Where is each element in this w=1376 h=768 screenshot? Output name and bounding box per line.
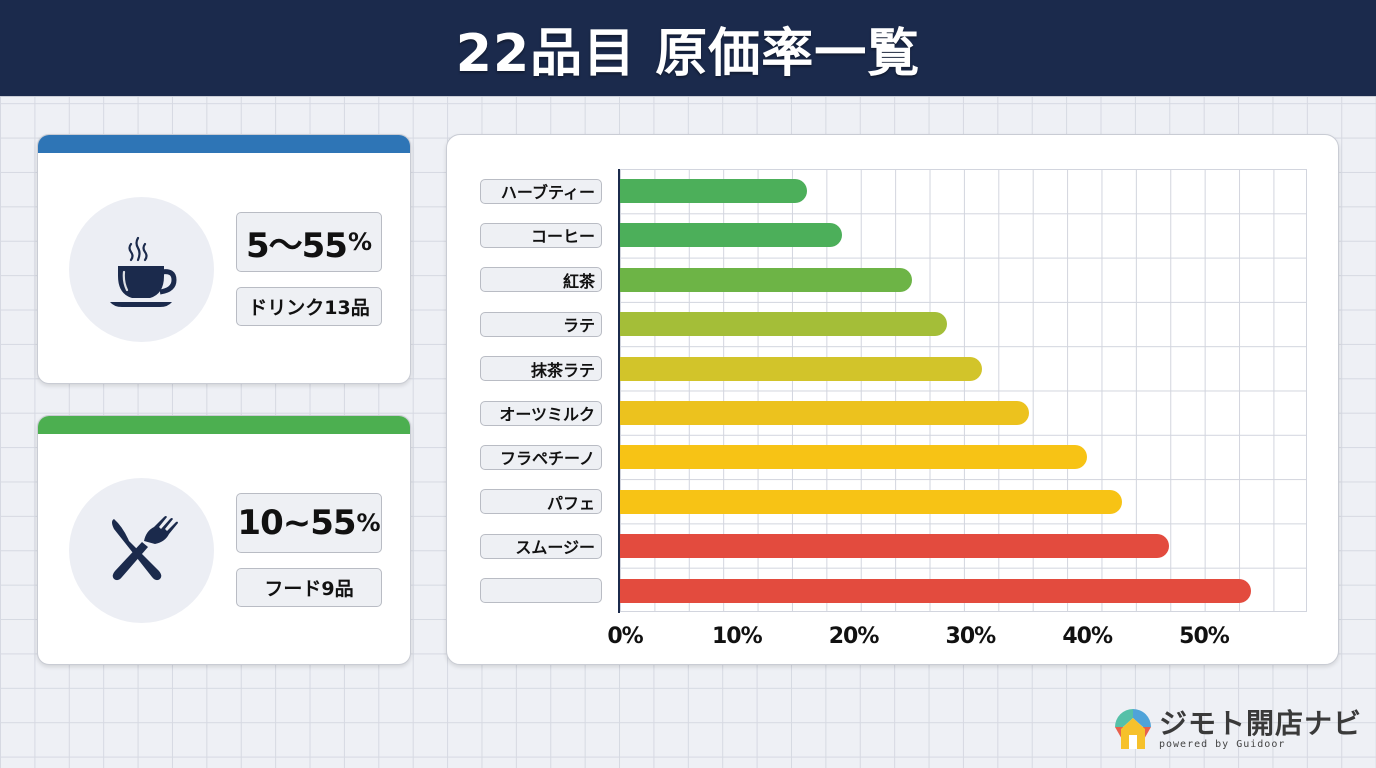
brand-logo: ジモト開店ナビ powered by Guidoor (1113, 705, 1362, 755)
brand-name: ジモト開店ナビ (1159, 707, 1363, 740)
category-label: ハーブティー (480, 178, 602, 204)
header-bar: 22品目 原価率一覧 (0, 0, 1376, 97)
bar (620, 489, 1123, 514)
coffee-cup-icon (69, 197, 214, 342)
bar (620, 534, 1169, 559)
range-value: 5〜55 (245, 225, 348, 266)
x-tick-label: 30% (945, 624, 997, 649)
category-label: パフェ (480, 489, 602, 515)
category-label: スムージー (480, 533, 602, 559)
food-item-count: フード9品 (236, 568, 382, 607)
drink-cost-range: 5〜55% (236, 212, 382, 272)
range-value: 10~55 (237, 503, 356, 543)
bar (620, 312, 948, 337)
category-label (480, 578, 602, 604)
x-tick-label: 50% (1179, 624, 1230, 649)
category-label: 紅茶 (480, 267, 602, 293)
drink-item-count: ドリンク13品 (236, 287, 382, 326)
bar (620, 401, 1029, 425)
x-tick-label: 40% (1062, 624, 1113, 649)
page-title: 22品目 原価率一覧 (455, 23, 921, 84)
category-label: オーツミルク (480, 400, 602, 426)
category-label: 抹茶ラテ (480, 356, 602, 382)
bar (620, 578, 1251, 603)
bar (620, 179, 807, 203)
brand-tagline: powered by Guidoor (1159, 739, 1286, 750)
house-map-pin-icon (1115, 709, 1151, 749)
bar (620, 356, 983, 381)
knife-fork-icon (69, 478, 214, 623)
bar (620, 267, 912, 292)
x-tick-label: 10% (711, 624, 763, 649)
bar (620, 445, 1088, 470)
range-unit: % (356, 509, 381, 537)
drink-summary-card: 5〜55% ドリンク13品 (37, 134, 411, 384)
category-label: コーヒー (480, 222, 602, 248)
range-unit: % (347, 228, 373, 256)
x-tick-label: 0% (607, 624, 643, 649)
food-cost-range: 10~55% (236, 493, 382, 553)
y-axis-line (618, 169, 620, 613)
food-summary-card: 10~55% フード9品 (37, 415, 411, 665)
category-label: フラペチーノ (480, 444, 602, 470)
card-accent-bar (38, 135, 410, 153)
category-label: ラテ (480, 311, 602, 337)
bar (620, 223, 842, 248)
card-accent-bar (38, 416, 410, 434)
x-tick-label: 20% (828, 624, 880, 649)
